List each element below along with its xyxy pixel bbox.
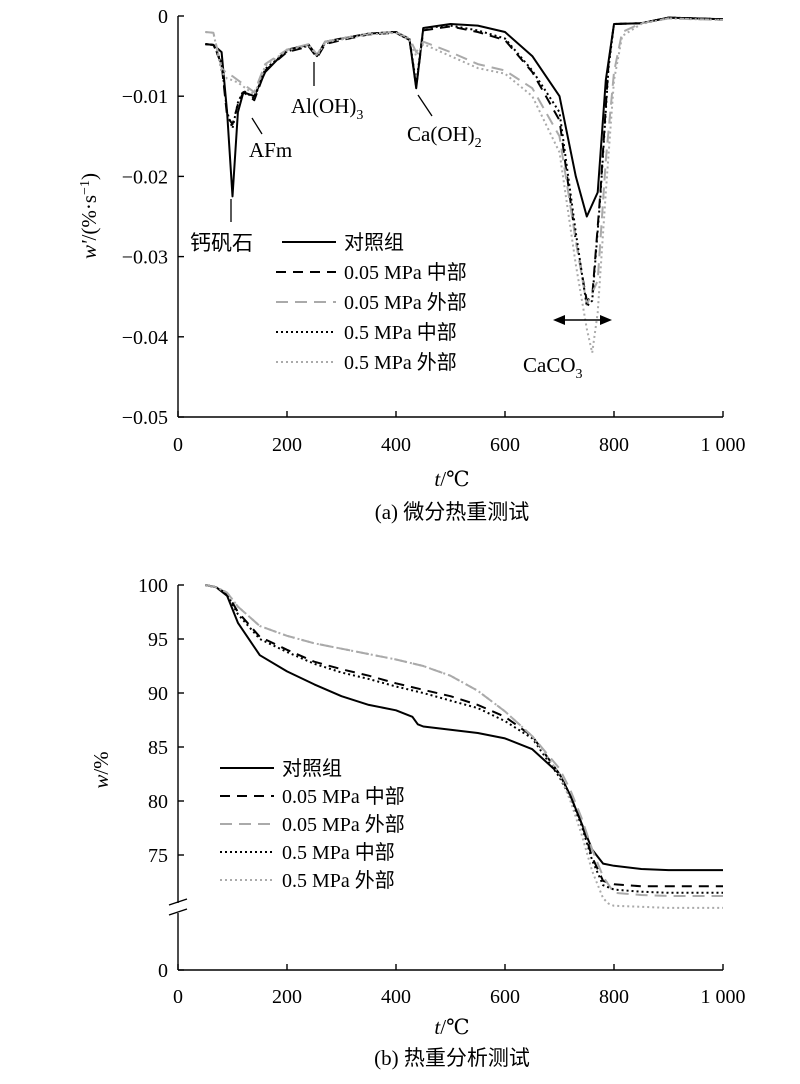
chart-a-x-tick-label: 400 (381, 434, 411, 456)
legend-b-label-3: 0.5 MPa 中部 (282, 841, 395, 864)
chart-a-y-tick-label: −0.03 (122, 247, 168, 269)
chart-a-legend: 对照组 0.05 MPa 中部 0.05 MPa 外部 0.5 MPa 中部 0.5 M… (276, 231, 467, 374)
chart-a-y-tick-label: −0.02 (122, 166, 168, 188)
chart-a-y-tick-label: −0.04 (122, 327, 168, 349)
annotation-caoh: Ca(OH)2 (407, 122, 482, 151)
chart-b-x-label: t/℃ (434, 1015, 469, 1039)
annotation-leader-caoh (417, 94, 433, 117)
legend-a-label-1: 0.05 MPa 中部 (344, 261, 467, 284)
chart-a-series-2 (205, 17, 724, 306)
chart-b-x-tick-label: 600 (490, 986, 520, 1008)
chart-a-x-tick-label: 1 000 (701, 434, 746, 456)
chart-b-y-tick-label: 85 (148, 737, 168, 759)
chart-b-y-label: w/% (89, 751, 113, 788)
chart-a-x-tick-label: 0 (173, 434, 183, 456)
chart-b-series-lines (205, 584, 723, 909)
annotation-aloh: Al(OH)3 (291, 94, 363, 123)
chart-b-x-tick-label: 200 (272, 986, 302, 1008)
chart-b-legend: 对照组 0.05 MPa 中部 0.05 MPa 外部 0.5 MPa 中部 0.5 M… (220, 757, 405, 892)
chart-b-y-tick-label: 95 (148, 629, 168, 651)
chart-a-y-label: w'/(%·s−1) (77, 173, 101, 259)
annotation-caco3: CaCO3 (523, 353, 583, 382)
chart-b-ticks: 0 200 400 600 800 1 000 100 95 90 85 80 75 0 (138, 575, 746, 1008)
chart-a-series-0 (205, 16, 724, 218)
annotation-ettringite: 钙矾石 (190, 231, 253, 255)
annotation-afm: AFm (249, 138, 292, 162)
chart-b-x-tick-label: 1 000 (701, 986, 746, 1008)
chart-b-x-tick-label: 400 (381, 986, 411, 1008)
chart-a-dtg: 0 200 400 600 800 1 000 0 −0.01 −0.02 −0.03 −0.04 −… (77, 6, 746, 524)
chart-a-x-tick-label: 200 (272, 434, 302, 456)
chart-a-y-tick-label: 0 (158, 6, 168, 28)
legend-b-label-4: 0.5 MPa 外部 (282, 869, 395, 892)
axis-break-icon (168, 898, 188, 916)
legend-a-label-2: 0.05 MPa 外部 (344, 291, 467, 314)
chart-b-series-1 (205, 584, 723, 888)
chart-a-caption: (a) 微分热重测试 (375, 500, 530, 524)
chart-a-series-lines (205, 16, 724, 354)
chart-a-x-tick-label: 800 (599, 434, 629, 456)
chart-a-series-3 (205, 16, 724, 308)
legend-b-label-0: 对照组 (282, 757, 342, 780)
legend-a-label-3: 0.5 MPa 中部 (344, 321, 457, 344)
chart-b-caption: (b) 热重分析测试 (374, 1046, 530, 1070)
chart-b-tg: 0 200 400 600 800 1 000 100 95 90 85 80 75 0 对照组 0.05… (89, 575, 746, 1070)
chart-a-series-1 (205, 16, 724, 302)
chart-b-y-tick-label: 0 (158, 960, 168, 982)
legend-b-label-2: 0.05 MPa 外部 (282, 813, 405, 836)
chart-b-y-tick-label: 75 (148, 845, 168, 867)
chart-a-x-label: t/℃ (434, 467, 469, 491)
legend-a-label-4: 0.5 MPa 外部 (344, 351, 457, 374)
annotation-leader-afm (251, 117, 263, 135)
chart-a-x-tick-label: 600 (490, 434, 520, 456)
chart-b-y-tick-label: 90 (148, 683, 168, 705)
chart-a-y-tick-label: −0.05 (122, 407, 168, 429)
chart-b-x-tick-label: 800 (599, 986, 629, 1008)
chart-b-y-tick-label: 100 (138, 575, 168, 597)
legend-a-label-0: 对照组 (344, 231, 404, 254)
legend-b-label-1: 0.05 MPa 中部 (282, 785, 405, 808)
chart-a-ticks: 0 200 400 600 800 1 000 0 −0.01 −0.02 −0.03 −0.04 −… (122, 6, 746, 456)
chart-b-y-tick-label: 80 (148, 791, 168, 813)
chart-b-series-0 (205, 584, 723, 872)
chart-b-x-tick-label: 0 (173, 986, 183, 1008)
chart-a-y-tick-label: −0.01 (122, 86, 168, 108)
annotation-arrow-caco3 (553, 315, 612, 325)
chart-b-series-4 (205, 584, 723, 909)
